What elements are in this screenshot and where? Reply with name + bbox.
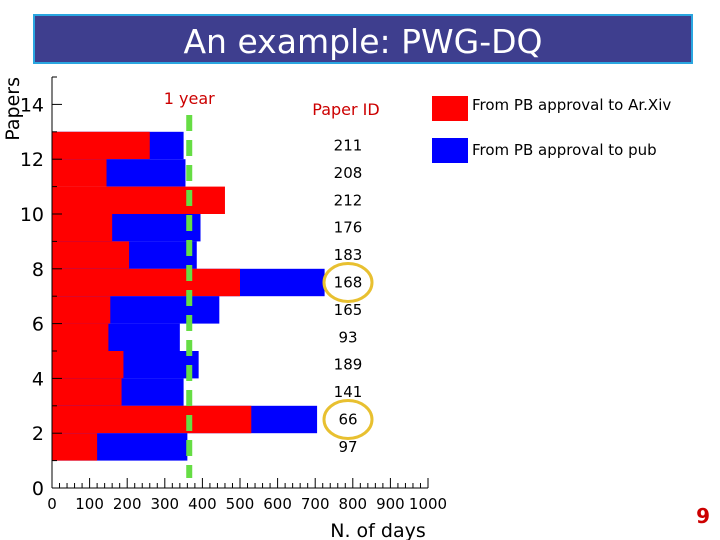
x-tick-label-400: 400 bbox=[188, 495, 217, 513]
slide-title-banner: An example: PWG-DQ bbox=[33, 14, 693, 64]
bar-arxiv-212 bbox=[52, 186, 225, 214]
bar-arxiv-189 bbox=[52, 351, 124, 379]
y-tick-label-4: 4 bbox=[32, 368, 44, 390]
slide-title: An example: PWG-DQ bbox=[183, 22, 543, 61]
paper-id-label-189: 189 bbox=[334, 356, 363, 374]
paper-id-label-208: 208 bbox=[334, 164, 363, 182]
paper-id-label-165: 165 bbox=[334, 301, 363, 319]
x-tick-label-200: 200 bbox=[113, 495, 142, 513]
x-tick-label-1000: 1000 bbox=[409, 495, 447, 513]
paper-id-label-212: 212 bbox=[334, 191, 363, 209]
legend-label-pub: From PB approval to pub bbox=[472, 141, 657, 159]
x-tick-label-700: 700 bbox=[301, 495, 330, 513]
legend-label-arxiv: From PB approval to Ar.Xiv bbox=[472, 96, 672, 114]
y-tick-label-10: 10 bbox=[20, 204, 44, 226]
x-tick-label-100: 100 bbox=[75, 495, 104, 513]
y-tick-label-12: 12 bbox=[20, 149, 44, 171]
bar-arxiv-141 bbox=[52, 378, 122, 406]
legend-swatch-pub bbox=[432, 138, 468, 163]
bar-arxiv-66 bbox=[52, 405, 252, 434]
y-tick-label-14: 14 bbox=[20, 94, 44, 116]
x-tick-label-800: 800 bbox=[338, 495, 367, 513]
bar-arxiv-168 bbox=[52, 268, 240, 297]
bar-arxiv-183 bbox=[52, 241, 130, 269]
bar-arxiv-208 bbox=[52, 159, 107, 187]
bar-arxiv-165 bbox=[52, 296, 111, 324]
y-tick-label-8: 8 bbox=[32, 259, 44, 281]
paper-id-label-211: 211 bbox=[334, 137, 363, 155]
paper-id-label-66: 66 bbox=[338, 411, 357, 429]
bar-arxiv-97 bbox=[52, 433, 98, 461]
bar-arxiv-93 bbox=[52, 323, 109, 351]
x-tick-label-500: 500 bbox=[226, 495, 255, 513]
y-tick-label-6: 6 bbox=[32, 314, 44, 336]
paper-id-label-97: 97 bbox=[338, 438, 357, 456]
paper-id-column-header: Paper ID bbox=[312, 100, 379, 119]
y-tick-label-0: 0 bbox=[32, 478, 44, 500]
bar-arxiv-211 bbox=[52, 131, 150, 160]
x-tick-label-300: 300 bbox=[150, 495, 179, 513]
bar-arxiv-176 bbox=[52, 214, 113, 242]
highlight-circle-168 bbox=[322, 262, 374, 303]
legend-swatch-arxiv bbox=[432, 96, 468, 121]
y-tick-label-2: 2 bbox=[32, 423, 44, 445]
paper-id-label-141: 141 bbox=[334, 383, 363, 401]
paper-id-label-93: 93 bbox=[338, 328, 357, 346]
paper-id-label-168: 168 bbox=[334, 274, 363, 292]
x-tick-label-600: 600 bbox=[263, 495, 292, 513]
x-axis-title: N. of days bbox=[330, 520, 426, 540]
paper-id-label-176: 176 bbox=[334, 219, 363, 237]
x-tick-label-900: 900 bbox=[376, 495, 405, 513]
highlight-circle-66 bbox=[322, 399, 374, 440]
one-year-label: 1 year bbox=[164, 89, 215, 108]
y-axis-title: Papers bbox=[2, 77, 24, 141]
paper-id-label-183: 183 bbox=[334, 246, 363, 264]
page-number: 9 bbox=[696, 504, 710, 528]
x-tick-label-0: 0 bbox=[47, 495, 57, 513]
